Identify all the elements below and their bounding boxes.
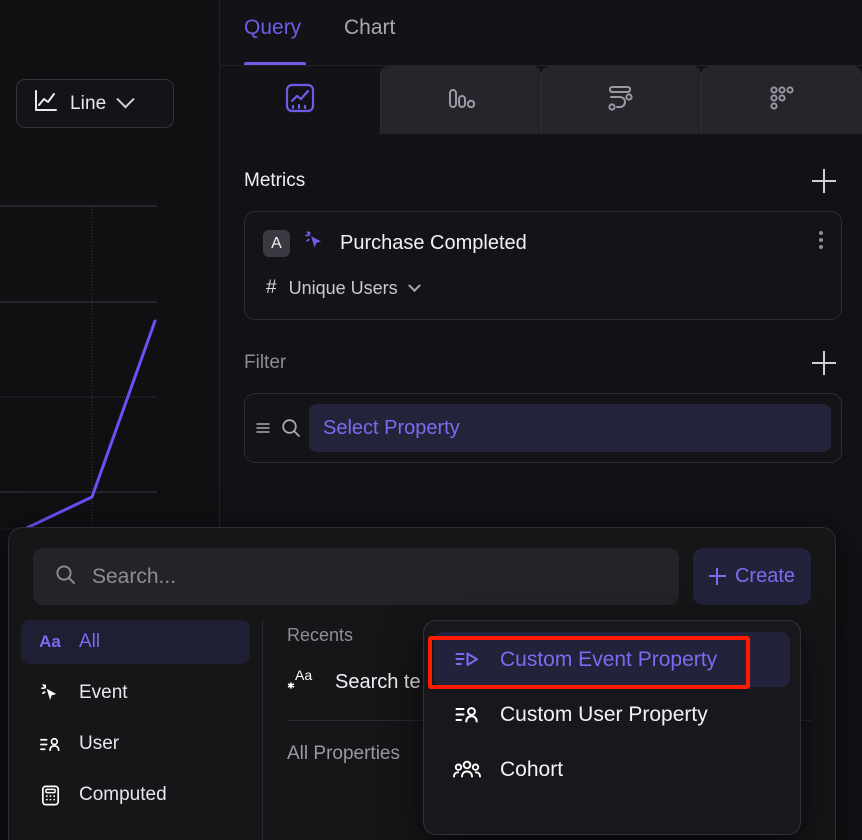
category-item-all[interactable]: Aa All xyxy=(21,620,250,664)
click-cursor-icon xyxy=(303,229,327,258)
calculator-icon xyxy=(37,784,63,807)
recent-item-label: Search te xyxy=(335,670,421,693)
category-label: Event xyxy=(79,682,128,703)
create-button-label: Create xyxy=(734,565,796,587)
menu-item-custom-event-property[interactable]: Custom Event Property xyxy=(434,632,790,687)
chart-type-label: Line xyxy=(70,92,107,114)
metric-measure-row[interactable]: # Unique Users xyxy=(263,277,823,299)
hamburger-icon[interactable] xyxy=(253,418,273,438)
category-item-computed[interactable]: Computed xyxy=(21,773,250,817)
user-property-icon xyxy=(452,702,482,728)
add-filter-button[interactable] xyxy=(810,349,838,377)
tab-chart[interactable]: Chart xyxy=(344,16,396,39)
aa-text-icon: Aa xyxy=(39,632,61,651)
event-property-icon xyxy=(452,647,482,673)
menu-item-custom-user-property[interactable]: Custom User Property xyxy=(434,687,790,742)
flow-diagram-icon xyxy=(604,81,638,120)
viz-tab-flow[interactable] xyxy=(540,66,702,134)
line-chart-icon xyxy=(33,88,59,120)
search-icon[interactable] xyxy=(279,416,303,440)
search-placeholder: Search... xyxy=(92,564,177,588)
recents-label: Recents xyxy=(287,625,354,645)
hash-icon: # xyxy=(266,277,277,298)
viz-tab-grid[interactable] xyxy=(701,66,862,134)
category-label: User xyxy=(79,733,120,754)
menu-item-cohort[interactable]: Cohort xyxy=(434,742,790,797)
user-list-icon xyxy=(37,733,63,756)
bar-chart-icon xyxy=(444,81,478,120)
list-item[interactable]: Aa Search te xyxy=(287,666,811,698)
menu-item-label: Cohort xyxy=(500,757,564,781)
plus-icon xyxy=(708,568,726,585)
filter-row: Select Property xyxy=(244,393,842,463)
menu-item-label: Custom Event Property xyxy=(500,647,718,671)
line-chart xyxy=(0,190,220,540)
add-metric-button[interactable] xyxy=(810,167,838,195)
tab-query[interactable]: Query xyxy=(244,16,302,39)
query-panel: Query Chart xyxy=(220,0,862,840)
kebab-menu-icon[interactable] xyxy=(819,231,823,249)
all-properties-label: All Properties xyxy=(287,743,400,764)
menu-item-label: Custom User Property xyxy=(500,702,708,726)
overlay-columns: Aa All Event xyxy=(9,620,835,840)
tab-active-indicator xyxy=(244,62,306,65)
category-label: All xyxy=(79,631,101,652)
viz-tab-analytics[interactable] xyxy=(220,66,380,134)
filter-title: Filter xyxy=(244,352,287,373)
metrics-title: Metrics xyxy=(244,170,306,191)
overlay-search-row: Search... Create xyxy=(9,528,835,605)
visualization-type-tabs xyxy=(220,66,862,134)
select-property-value: Select Property xyxy=(323,416,460,439)
category-item-user[interactable]: User xyxy=(21,722,250,766)
aa-star-icon: Aa xyxy=(287,666,317,698)
category-label: Computed xyxy=(79,784,167,805)
category-item-event[interactable]: Event xyxy=(21,671,250,715)
filter-section-header: Filter xyxy=(220,346,862,380)
search-input[interactable]: Search... xyxy=(33,548,679,605)
metric-letter-badge: A xyxy=(263,230,290,257)
select-property-input[interactable]: Select Property xyxy=(309,404,831,452)
click-cursor-icon xyxy=(37,682,63,705)
category-list: Aa All Event xyxy=(9,620,262,840)
dots-grid-icon xyxy=(765,81,799,120)
search-icon xyxy=(53,562,78,592)
cohort-people-icon xyxy=(452,757,482,783)
metric-event-name: Purchase Completed xyxy=(340,232,527,254)
panel-tabs: Query Chart xyxy=(220,0,862,66)
metric-card[interactable]: A Purchase Completed # Unique Users xyxy=(244,211,842,320)
viz-tab-bar[interactable] xyxy=(379,66,541,134)
metric-header-row: A Purchase Completed xyxy=(263,229,823,258)
chevron-down-icon xyxy=(116,90,136,109)
chart-analytics-icon xyxy=(283,81,317,120)
metrics-section-header: Metrics xyxy=(220,164,862,198)
create-context-menu: Custom Event Property Custom User Proper… xyxy=(423,620,801,835)
svg-text:Aa: Aa xyxy=(295,667,312,683)
metric-measure-label: Unique Users xyxy=(288,277,398,298)
chevron-down-icon xyxy=(407,278,421,292)
chart-type-button[interactable]: Line xyxy=(16,79,174,128)
create-button[interactable]: Create xyxy=(693,548,811,605)
